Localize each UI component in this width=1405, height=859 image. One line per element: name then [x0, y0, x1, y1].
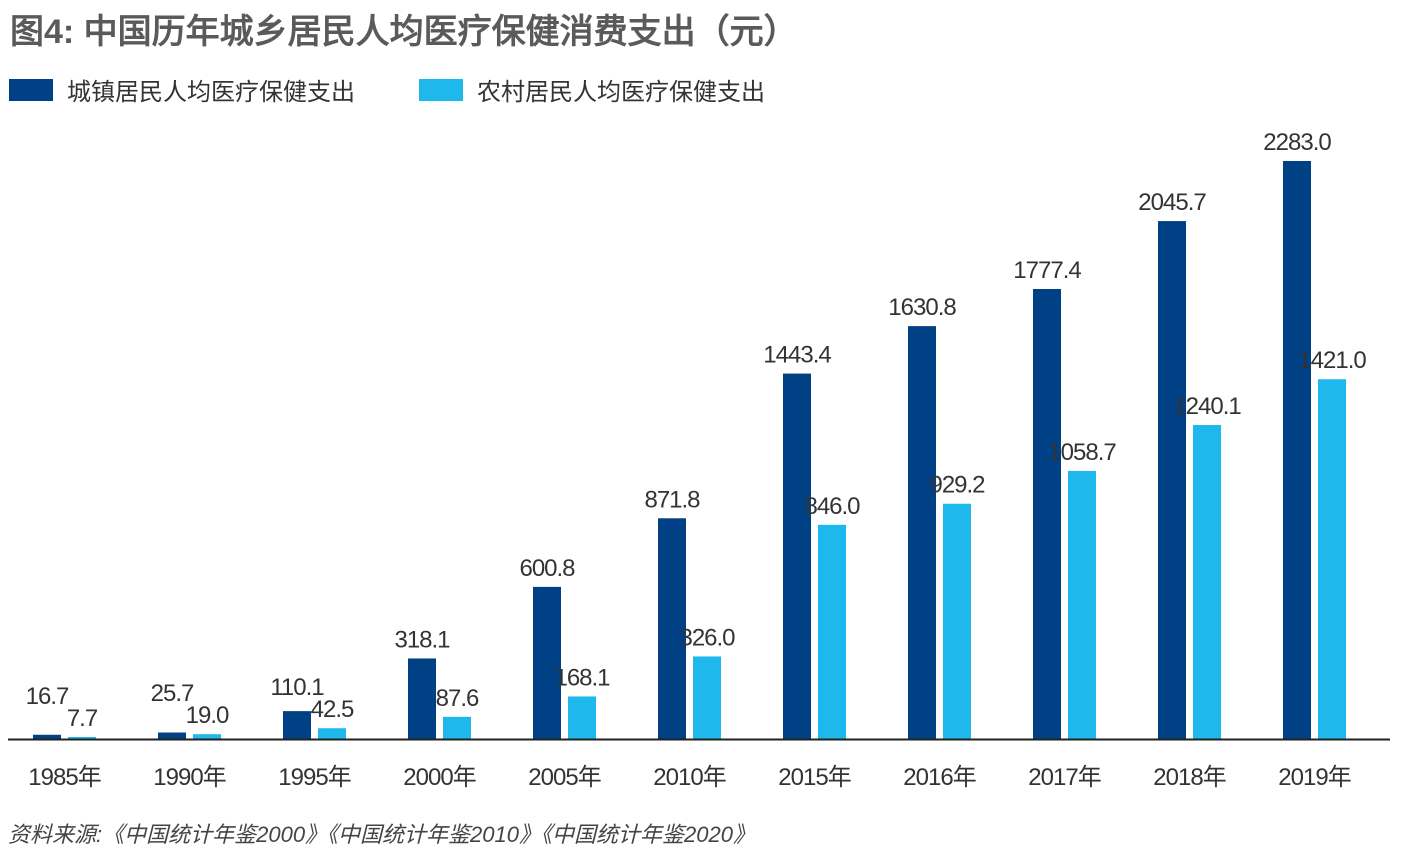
- data-label-urban: 318.1: [394, 626, 450, 653]
- bar-rural: [443, 716, 471, 739]
- data-label-urban: 600.8: [519, 555, 575, 582]
- bar-rural: [1193, 425, 1221, 739]
- bar-urban: [158, 732, 186, 739]
- bar-urban: [33, 734, 61, 739]
- data-label-urban: 25.7: [151, 680, 194, 707]
- chart-title: 图4: 中国历年城乡居民人均医疗保健消费支出（元）: [10, 13, 798, 51]
- data-label-urban: 2045.7: [1138, 189, 1206, 216]
- legend-item-rural: 农村居民人均医疗保健支出: [419, 72, 765, 107]
- legend-label-urban: 城镇居民人均医疗保健支出: [67, 79, 355, 106]
- data-label-rural: 326.0: [679, 624, 735, 651]
- data-label-urban: 16.7: [26, 683, 69, 710]
- data-label-rural: 87.6: [436, 685, 479, 712]
- x-tick-label: 1985年: [28, 764, 100, 791]
- bar-rural: [193, 734, 221, 739]
- data-label-urban: 871.8: [644, 486, 700, 513]
- bar-rural: [818, 524, 846, 739]
- bar-urban: [908, 326, 936, 739]
- x-tick-label: 1995年: [278, 764, 350, 791]
- data-label-rural: 7.7: [67, 705, 98, 732]
- bar-rural: [693, 656, 721, 739]
- data-label-rural: 846.0: [804, 493, 860, 520]
- bar-urban: [1158, 221, 1186, 739]
- legend-swatch-urban: [9, 78, 53, 101]
- bar-rural: [1318, 379, 1346, 739]
- x-tick-label: 2019年: [1278, 764, 1350, 791]
- data-label-rural: 19.0: [186, 702, 229, 729]
- bar-rural: [1068, 470, 1096, 739]
- data-label-rural: 929.2: [929, 472, 985, 499]
- bar-urban: [783, 373, 811, 739]
- legend-swatch-rural: [419, 78, 463, 101]
- data-label-urban: 2283.0: [1263, 129, 1331, 156]
- data-label-rural: 42.5: [311, 696, 354, 723]
- legend-label-rural: 农村居民人均医疗保健支出: [477, 79, 765, 106]
- data-label-urban: 1443.4: [763, 342, 831, 369]
- data-label-urban: 1777.4: [1013, 257, 1081, 284]
- bar-urban: [658, 518, 686, 739]
- bar-urban: [408, 658, 436, 739]
- x-tick-label: 2005年: [528, 764, 600, 791]
- bar-urban: [1283, 161, 1311, 739]
- bar-urban: [533, 586, 561, 739]
- bar-rural: [318, 728, 346, 739]
- data-label-urban: 1630.8: [888, 294, 956, 321]
- x-tick-label: 2015年: [778, 764, 850, 791]
- data-label-rural: 1058.7: [1048, 439, 1116, 466]
- legend-item-urban: 城镇居民人均医疗保健支出: [9, 72, 355, 107]
- data-label-rural: 1421.0: [1298, 347, 1366, 374]
- bar-rural: [568, 696, 596, 739]
- bar-rural: [68, 737, 96, 739]
- x-tick-label: 2017年: [1028, 764, 1100, 791]
- x-tick-label: 2016年: [903, 764, 975, 791]
- x-tick-label: 2018年: [1153, 764, 1225, 791]
- x-tick-label: 2010年: [653, 764, 725, 791]
- bar-urban: [283, 711, 311, 739]
- bar-urban: [1033, 289, 1061, 739]
- data-label-rural: 168.1: [554, 664, 610, 691]
- x-tick-label: 1990年: [153, 764, 225, 791]
- source-note: 资料来源:《中国统计年鉴2000》《中国统计年鉴2010》《中国统计年鉴2020…: [8, 822, 755, 847]
- bar-rural: [943, 503, 971, 739]
- data-label-rural: 1240.1: [1173, 393, 1241, 420]
- x-tick-label: 2000年: [403, 764, 475, 791]
- data-label-urban: 110.1: [270, 674, 324, 701]
